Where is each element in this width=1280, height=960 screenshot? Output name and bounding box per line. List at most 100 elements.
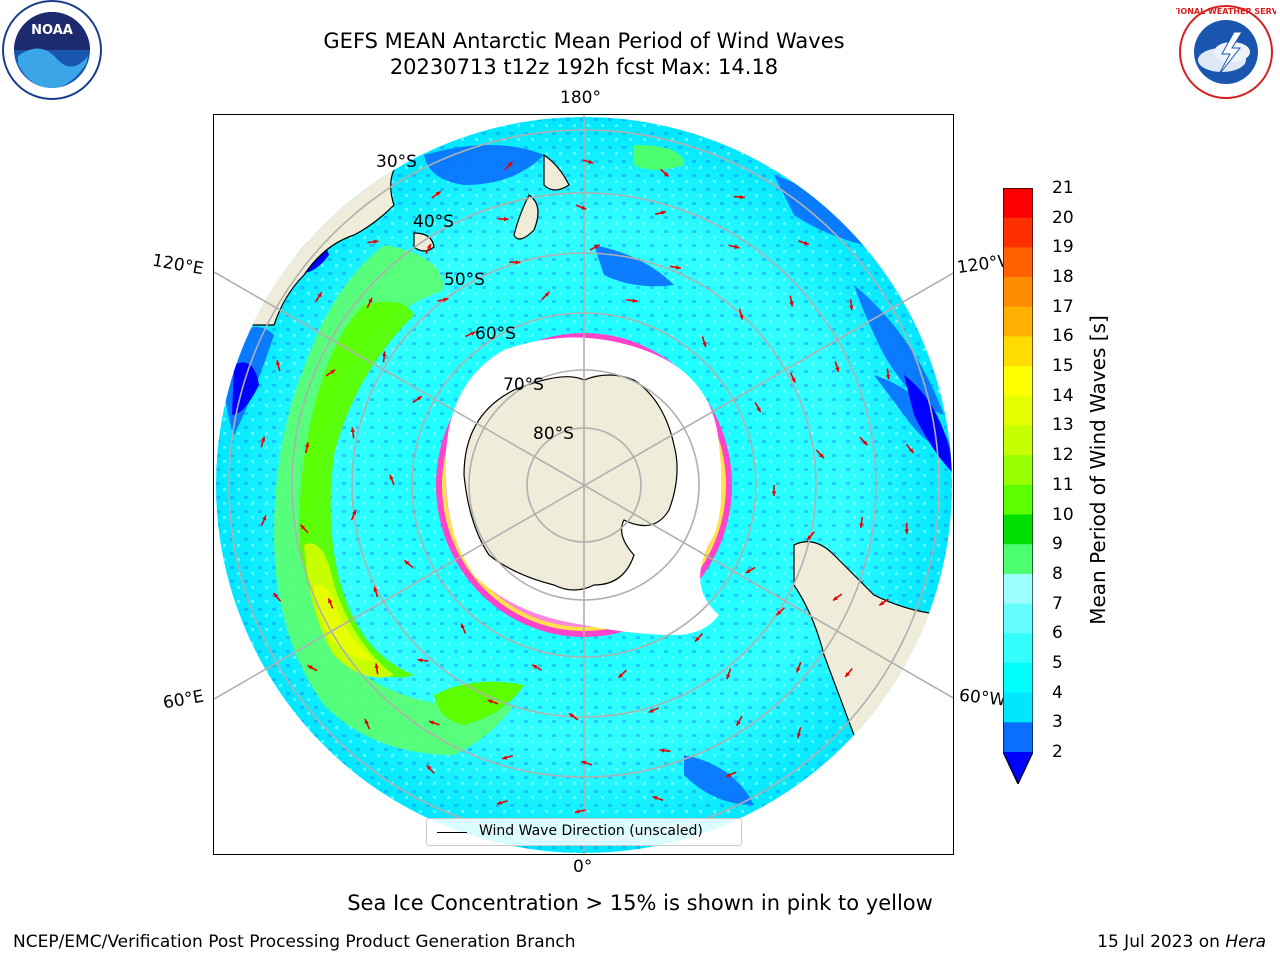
wind-wave-arrow-head [374, 663, 379, 669]
wind-wave-arrow-head [404, 560, 410, 565]
colorbar-tick-label: 17 [1052, 296, 1074, 317]
chart-subtitle: 20230713 t12z 192h fcst Max: 14.18 [389, 55, 779, 79]
colorbar [1003, 188, 1033, 784]
wind-wave-arrow-head [276, 360, 281, 366]
wind-wave-arrow-head [726, 772, 732, 777]
wind-wave-arrow-head [663, 171, 669, 177]
colorbar-tick-label: 16 [1052, 326, 1074, 347]
lon-label-0: 0° [573, 857, 593, 877]
wind-wave-arrow-head [417, 658, 423, 663]
wind-wave-arrow-head [702, 342, 707, 347]
wind-wave-arrow-head [426, 765, 432, 771]
chart-title: GEFS MEAN Antarctic Mean Period of Wind … [323, 29, 845, 53]
wind-wave-arrow-head [859, 523, 864, 528]
wind-wave-arrow-head [648, 708, 654, 713]
footer-date-text: 15 Jul 2023 on [1097, 932, 1226, 952]
wind-wave-arrow-head [435, 191, 441, 196]
wind-wave-arrow-head [618, 673, 624, 678]
lat-label-80s: 80°S [533, 424, 574, 444]
wind-wave-arrow-head [532, 664, 538, 669]
wind-wave-arrow-head [756, 407, 761, 413]
colorbar-tick-label: 21 [1052, 178, 1074, 198]
wind-wave-arrow-head [368, 297, 373, 303]
wind-wave-arrow-head [819, 453, 824, 459]
colorbar-cell [1003, 573, 1033, 605]
wind-wave-arrow-head [544, 291, 550, 297]
lat-label-40s: 40°S [413, 212, 454, 232]
lon-label-60w: 60°W [958, 685, 1004, 711]
wind-wave-arrow-head [502, 755, 508, 760]
lat-label-30s: 30°S [376, 152, 417, 172]
wind-wave-arrow-head [317, 292, 322, 298]
wind-wave-arrow-head [569, 713, 575, 718]
wind-wave-arrow-head [503, 216, 509, 222]
wind-wave-arrow-head [908, 448, 914, 453]
wind-wave-arrow-head [307, 665, 313, 670]
wind-wave-arrow-head [373, 239, 379, 244]
wind-wave-arrow-head [574, 809, 580, 814]
wind-wave-arrow-head [416, 396, 422, 401]
wind-wave-arrow-head [496, 800, 502, 805]
map-panel [213, 114, 954, 855]
wind-wave-arrow-head [734, 244, 740, 249]
wind-wave-arrow-head [832, 596, 838, 601]
wind-wave-arrow-head [791, 377, 796, 383]
lon-label-120w: 120°W [955, 251, 1005, 279]
colorbar-tick-label: 20 [1052, 207, 1074, 228]
footer-date: 15 Jul 2023 on Hera [1097, 932, 1266, 952]
long-period-band [274, 145, 684, 755]
meridian-60e-120w [214, 272, 953, 700]
colorbar-tick-label: 8 [1052, 563, 1063, 584]
wind-wave-arrow-head [904, 529, 909, 534]
wind-wave-arrow-head [885, 374, 891, 380]
wind-wave-arrow-head [740, 194, 745, 200]
map-legend: Wind Wave Direction (unscaled) [426, 818, 742, 846]
lon-label-120e: 120°E [150, 250, 206, 280]
colorbar-tick-label: 18 [1052, 267, 1074, 288]
nws-logo: NATIONAL WEATHER SERVICE [1160, 2, 1280, 106]
wind-wave-arrow-head [845, 672, 850, 678]
lat-label-50s: 50°S [444, 270, 485, 290]
footer-machine: Hera [1225, 932, 1266, 952]
wind-wave-arrow-head [862, 440, 868, 446]
colorbar-tick-label: 14 [1052, 385, 1074, 406]
colorbar-cell [1003, 336, 1033, 367]
colorbar-tick-label: 9 [1052, 534, 1063, 555]
wind-wave-arrow-head [382, 351, 387, 357]
colorbar-tick-label: 10 [1052, 504, 1074, 525]
colorbar-cell [1003, 692, 1033, 723]
wind-wave-arrow-head [588, 159, 594, 164]
colorbar-label: Mean Period of Wind Waves [s] [1086, 315, 1110, 625]
wind-wave-arrow-head [581, 760, 587, 765]
wind-wave-arrow-head [507, 161, 513, 167]
lat-label-70s: 70°S [503, 375, 544, 395]
wind-wave-arrow-head [273, 592, 279, 598]
colorbar-cell [1003, 514, 1033, 545]
polar-map [214, 115, 953, 854]
legend-line-swatch [437, 832, 467, 833]
colorbar-cell [1003, 722, 1033, 753]
wind-wave-arrow-head [352, 509, 357, 515]
colorbar-cell [1003, 662, 1033, 694]
colorbar-tick-label: 15 [1052, 356, 1074, 377]
colorbar-cell [1003, 395, 1033, 426]
colorbar-tick-label: 19 [1052, 237, 1074, 258]
wind-wave-arrow-head [515, 260, 521, 265]
colorbar-tick-label: 6 [1052, 623, 1063, 644]
wind-wave-arrow-head [807, 535, 812, 541]
colorbar-cell [1003, 217, 1033, 248]
wind-wave-arrow-head [389, 474, 394, 480]
wind-wave-arrow-head [659, 748, 665, 753]
colorbar-cell [1003, 544, 1033, 575]
antarctica [463, 374, 678, 591]
lon-label-180: 180° [560, 88, 601, 108]
wind-wave-arrow-head [581, 205, 587, 210]
wind-wave-arrow-head [426, 243, 431, 249]
colorbar-cell [1003, 425, 1033, 456]
colorbar-tick-label: 11 [1052, 474, 1074, 495]
wind-wave-arrow-head [350, 427, 355, 433]
colorbar-tick-label: 5 [1052, 652, 1063, 673]
colorbar-cell [1003, 455, 1033, 486]
wind-wave-arrow-head [879, 600, 885, 606]
colorbar-tick-label: 3 [1052, 712, 1063, 733]
